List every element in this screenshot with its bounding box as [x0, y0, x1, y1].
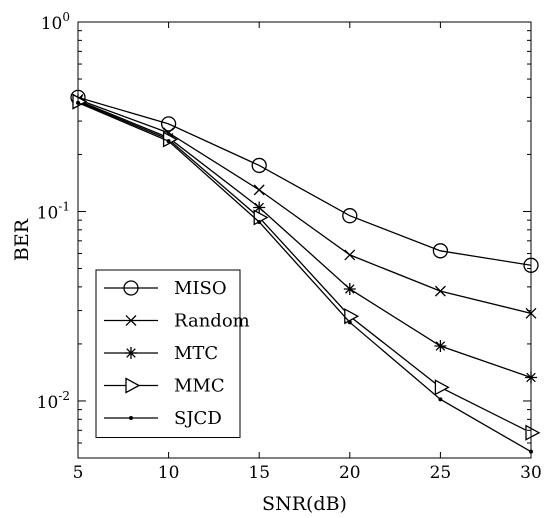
legend-label-sjcd: SJCD — [174, 408, 222, 429]
series-line-random — [77, 98, 532, 314]
y-tick-label: 10-2 — [37, 389, 70, 413]
series-line-mtc — [77, 99, 532, 379]
legend-box — [95, 269, 241, 438]
data-point-miso — [342, 208, 358, 224]
ticks-layer: 5 10 15 20 25 30 100 10-1 10-2 — [37, 10, 542, 483]
data-point-miso — [432, 243, 449, 259]
legend-label-random: Random — [174, 311, 250, 332]
x-tick-label: 20 — [339, 463, 361, 483]
series-layer — [70, 89, 541, 454]
data-point-mtc — [253, 201, 266, 214]
x-tick-label: 10 — [158, 463, 180, 483]
series-line-mmc — [77, 101, 532, 434]
data-point-random — [253, 184, 265, 196]
data-point-sjcd — [166, 139, 171, 144]
series-line-sjcd — [77, 102, 532, 453]
series-line-miso — [77, 96, 532, 266]
data-point-sjcd — [438, 397, 443, 402]
y-axis-title: BER — [11, 218, 33, 261]
data-point-random — [344, 249, 356, 261]
x-tick-label: 5 — [73, 463, 84, 483]
data-point-miso — [160, 116, 177, 132]
y-tick-label: 100 — [41, 10, 70, 34]
x-tick-label: 25 — [430, 463, 452, 483]
data-point-mmc — [525, 424, 541, 441]
legend-marker-mtc — [125, 347, 137, 359]
data-point-sjcd — [257, 219, 262, 224]
legend-label-mtc: MTC — [174, 343, 218, 364]
data-point-miso — [251, 157, 267, 174]
data-point-mtc — [434, 340, 447, 353]
legend-marker-sjcd — [129, 416, 133, 420]
x-axis-title: SNR(dB) — [262, 493, 347, 515]
legend-marker-random — [125, 315, 137, 326]
legend: MISO Random MTC MMC SJCD — [95, 269, 250, 438]
data-point-sjcd — [347, 320, 352, 325]
data-point-random — [434, 285, 446, 297]
data-point-mmc — [434, 379, 450, 396]
x-tick-label: 15 — [248, 463, 270, 483]
legend-marker-mmc — [125, 377, 141, 394]
y-tick-label: 10-1 — [37, 199, 70, 223]
x-tick-label: 30 — [520, 463, 542, 483]
data-point-mtc — [343, 282, 356, 295]
legend-label-mmc: MMC — [174, 376, 225, 397]
legend-label-miso: MISO — [174, 278, 227, 299]
plot-frame — [77, 21, 532, 459]
legend-marker-miso — [123, 280, 139, 296]
